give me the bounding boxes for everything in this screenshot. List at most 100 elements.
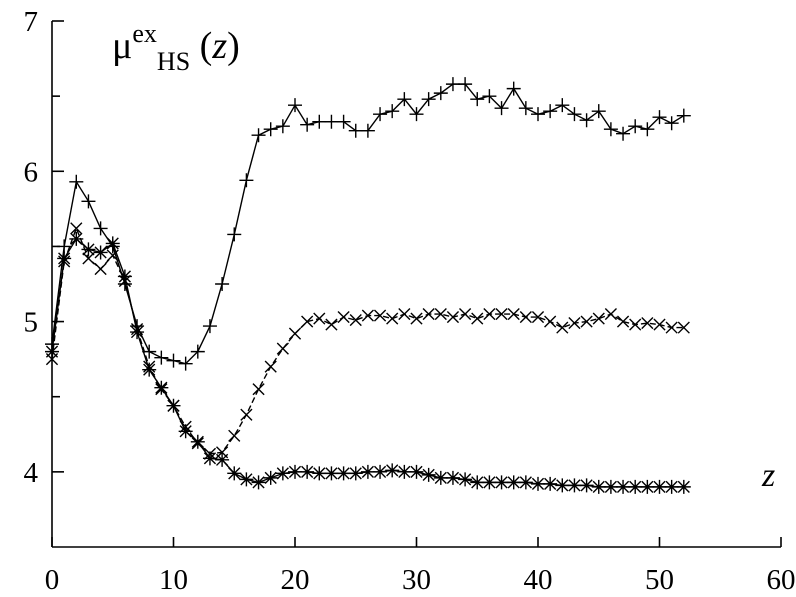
data-point <box>603 479 618 494</box>
data-point <box>228 429 241 442</box>
data-point <box>543 476 558 491</box>
data-point <box>288 464 302 479</box>
data-point <box>93 245 108 260</box>
data-point <box>130 325 145 340</box>
data-point <box>264 360 277 373</box>
labels: μexHS (z) z <box>112 19 775 494</box>
data-point <box>446 310 460 324</box>
data-point <box>336 114 351 129</box>
data-point <box>324 466 339 481</box>
data-point <box>641 316 654 330</box>
data-point <box>385 104 400 119</box>
data-point <box>544 315 557 328</box>
x-tick-label: 0 <box>45 564 60 596</box>
data-point <box>178 424 193 439</box>
data-point <box>652 110 667 125</box>
data-point <box>676 108 691 123</box>
data-point <box>409 107 424 122</box>
data-point <box>275 119 290 134</box>
data-point <box>215 277 230 291</box>
data-point <box>263 122 278 137</box>
series-3-line <box>51 237 684 488</box>
data-point <box>459 307 472 321</box>
data-point <box>57 239 72 254</box>
data-point <box>81 194 96 209</box>
data-point <box>433 86 448 101</box>
data-point <box>202 451 217 466</box>
title-superscript: ex <box>132 19 157 48</box>
data-point <box>325 318 338 331</box>
data-point <box>677 321 690 334</box>
data-point <box>251 475 266 490</box>
data-point <box>470 92 485 107</box>
data-point <box>409 464 424 479</box>
data-point <box>531 107 545 122</box>
data-point <box>410 312 423 325</box>
title-subscript: HS <box>157 47 190 76</box>
data-point <box>445 470 460 485</box>
data-point <box>579 478 594 493</box>
data-point <box>616 315 630 328</box>
data-point <box>81 242 96 257</box>
data-point <box>166 398 181 413</box>
data-point <box>422 307 435 321</box>
data-point <box>652 479 667 494</box>
data-point <box>494 101 509 116</box>
x-tick-label: 10 <box>159 564 188 596</box>
data-point <box>227 466 242 481</box>
data-point <box>275 466 290 481</box>
data-point <box>603 122 618 137</box>
data-point <box>640 122 655 137</box>
data-point <box>239 173 254 188</box>
data-point <box>45 344 59 359</box>
data-point <box>531 476 545 491</box>
data-point <box>288 327 302 340</box>
data-point <box>300 464 315 479</box>
data-point <box>251 128 266 143</box>
data-point <box>348 466 363 481</box>
data-point <box>531 310 545 324</box>
data-point <box>373 107 388 122</box>
data-point <box>433 470 448 485</box>
data-point <box>373 309 387 322</box>
data-point <box>397 92 412 107</box>
y-tick-label: 4 <box>24 457 39 489</box>
x-tick-label: 40 <box>524 564 553 596</box>
data-point <box>567 478 582 493</box>
data-point <box>142 362 157 377</box>
data-point <box>604 307 617 321</box>
data-point <box>507 307 520 321</box>
data-point <box>506 475 521 490</box>
data-point <box>69 174 84 189</box>
data-point <box>629 318 642 331</box>
data-point <box>154 350 169 365</box>
data-point <box>166 353 181 368</box>
data-point <box>252 383 265 396</box>
data-point <box>178 356 193 371</box>
data-point <box>373 464 388 479</box>
data-point <box>386 312 399 325</box>
data-point <box>664 116 679 131</box>
data-point <box>518 101 533 116</box>
data-point <box>482 89 497 104</box>
series-2 <box>45 222 690 460</box>
x-tick-label: 20 <box>281 564 310 596</box>
data-point <box>421 467 436 482</box>
data-point <box>445 77 460 92</box>
data-point <box>240 408 253 421</box>
data-point <box>70 222 83 235</box>
data-point <box>154 380 169 395</box>
data-point <box>483 307 496 321</box>
data-point <box>105 236 120 251</box>
data-point <box>202 319 217 334</box>
title-arg-var: z <box>211 25 227 67</box>
data-point <box>579 113 594 128</box>
data-point <box>628 479 643 494</box>
data-point <box>458 472 473 487</box>
data-point <box>495 307 508 321</box>
data-point <box>215 452 230 467</box>
data-point <box>555 98 570 113</box>
data-point <box>556 321 569 334</box>
data-point <box>591 479 606 494</box>
